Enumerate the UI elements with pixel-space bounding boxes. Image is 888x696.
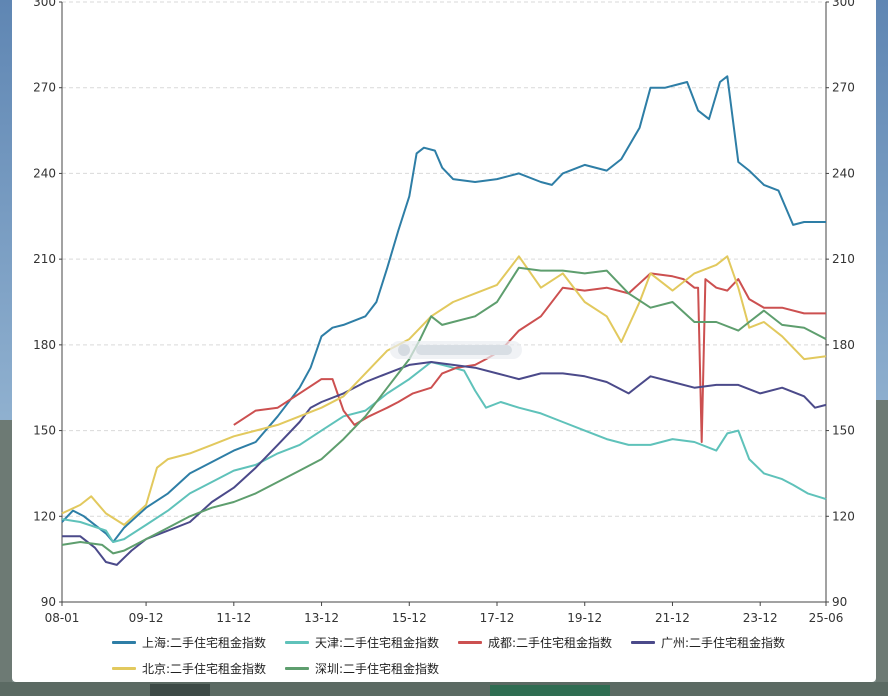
chart-panel: 90 90 120 120 150 150 180 180 210 210 240 240 270 270… — [12, 0, 876, 682]
watermark-logo — [390, 341, 522, 359]
x-tick-label: 19-12 — [567, 611, 602, 625]
y-tick-label-right: 120 — [832, 509, 855, 523]
y-tick-label-left: 180 — [33, 338, 56, 352]
legend-label: 上海:二手住宅租金指数 — [142, 636, 267, 650]
y-tick-label-right: 90 — [832, 595, 847, 609]
legend-item: 上海:二手住宅租金指数 — [112, 634, 285, 651]
legend-item: 天津:二手住宅租金指数 — [285, 634, 458, 651]
y-tick-label-right: 300 — [832, 0, 855, 9]
x-tick-label: 11-12 — [216, 611, 251, 625]
legend-swatch — [112, 667, 136, 670]
series-line — [61, 266, 827, 555]
legend-item: 深圳:二手住宅租金指数 — [285, 660, 458, 677]
x-tick-label: 13-12 — [304, 611, 339, 625]
legend-swatch — [112, 641, 136, 644]
series-line — [61, 361, 827, 543]
legend-label: 天津:二手住宅租金指数 — [315, 636, 440, 650]
series-line — [61, 255, 827, 526]
series-line — [62, 361, 827, 566]
line-chart: 90 90 120 120 150 150 180 180 210 210 240 240 270 270… — [33, 0, 855, 625]
y-tick-label-left: 270 — [33, 81, 56, 95]
legend-swatch — [285, 667, 309, 670]
x-tick-label: 17-12 — [480, 611, 515, 625]
x-tick-label: 21-12 — [655, 611, 690, 625]
legend-item: 北京:二手住宅租金指数 — [112, 660, 285, 677]
legend-item: 成都:二手住宅租金指数 — [458, 634, 631, 651]
series-line — [61, 75, 826, 543]
legend-label: 北京:二手住宅租金指数 — [142, 662, 267, 676]
y-tick-label-left: 210 — [33, 252, 56, 266]
y-tick-label-right: 180 — [832, 338, 855, 352]
x-tick-label: 09-12 — [129, 611, 164, 625]
y-tick-label-right: 150 — [832, 424, 855, 438]
series-line — [233, 272, 826, 443]
legend-swatch — [631, 641, 655, 644]
x-tick-label: 08-01 — [45, 611, 80, 625]
legend-label: 深圳:二手住宅租金指数 — [315, 662, 440, 676]
legend-swatch — [285, 641, 309, 644]
y-tick-label-left: 120 — [33, 509, 56, 523]
y-tick-label-right: 210 — [832, 252, 855, 266]
x-tick-label: 15-12 — [392, 611, 427, 625]
x-tick-label: 23-12 — [743, 611, 778, 625]
y-tick-label-right: 270 — [832, 81, 855, 95]
legend: 上海:二手住宅租金指数 天津:二手住宅租金指数 成都:二手住宅租金指数 广州:二手住宅… — [112, 634, 832, 677]
y-tick-label-left: 300 — [33, 0, 56, 9]
y-tick-label-left: 150 — [33, 424, 56, 438]
y-tick-label-right: 240 — [832, 166, 855, 180]
y-tick-label-left: 90 — [41, 595, 56, 609]
x-tick-label: 25-06 — [809, 611, 844, 625]
legend-label: 广州:二手住宅租金指数 — [661, 636, 786, 650]
legend-label: 成都:二手住宅租金指数 — [488, 636, 613, 650]
legend-swatch — [458, 641, 482, 644]
y-tick-label-left: 240 — [33, 166, 56, 180]
legend-item: 广州:二手住宅租金指数 — [631, 634, 804, 651]
